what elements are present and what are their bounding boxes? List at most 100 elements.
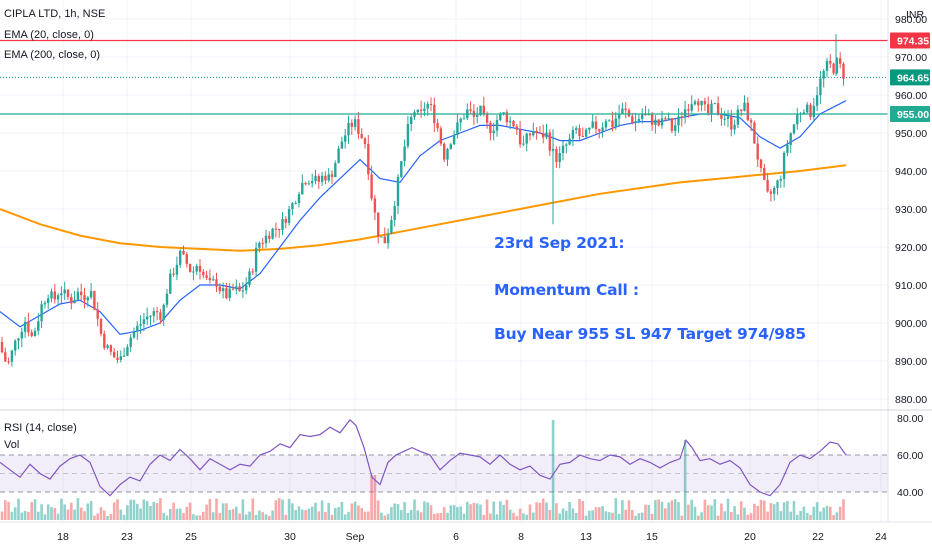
volume-bar	[99, 507, 103, 520]
ema20-legend[interactable]: EMA (20, close, 0)	[4, 29, 94, 41]
volume-bar	[367, 511, 370, 520]
time-tick-label: 30	[284, 531, 296, 543]
candle-body	[634, 121, 637, 123]
volume-bar	[53, 508, 57, 520]
volume-bar	[175, 508, 179, 520]
volume-bar	[489, 513, 492, 520]
volume-bar	[334, 507, 337, 520]
rsi-legend[interactable]: RSI (14, close)	[4, 422, 77, 434]
volume-bar	[687, 504, 690, 520]
candle-body	[146, 316, 149, 320]
volume-bar	[363, 511, 367, 520]
volume-bar	[802, 506, 806, 520]
candle-body	[601, 127, 604, 132]
candle-body	[396, 176, 400, 207]
candle-body	[654, 119, 657, 125]
candle-body	[386, 233, 390, 244]
candle-body	[588, 127, 591, 130]
volume-bar	[683, 440, 687, 520]
volume-bar	[842, 499, 845, 520]
volume-bars	[0, 420, 845, 520]
candle-body	[492, 130, 495, 134]
volume-bar	[805, 513, 809, 520]
volume-bar	[291, 503, 294, 520]
candle-body	[822, 70, 825, 79]
candle-body	[535, 130, 538, 133]
volume-bar	[122, 514, 126, 520]
candle-body	[122, 355, 126, 357]
volume-bar	[60, 498, 63, 520]
volume-bar	[304, 510, 307, 520]
candle-body	[753, 122, 756, 144]
candle-body	[129, 337, 132, 347]
candle-body	[66, 289, 70, 298]
volume-bar	[522, 513, 525, 520]
candle-body	[380, 236, 383, 238]
volume-bar	[149, 506, 152, 520]
candle-body	[819, 78, 822, 96]
candle-body	[301, 182, 304, 195]
candle-body	[584, 129, 588, 137]
volume-bar	[225, 503, 228, 520]
candle-body	[733, 124, 736, 130]
time-tick-label: 25	[185, 531, 197, 543]
volume-bar	[66, 509, 70, 520]
candle-body	[495, 120, 499, 131]
symbol-legend[interactable]: CIPLA LTD, 1h, NSE	[4, 8, 106, 20]
candle-body	[736, 109, 740, 125]
candle-body	[700, 100, 703, 106]
volume-bar	[73, 509, 76, 520]
candle-body	[578, 128, 581, 136]
price-tick-label: 930.00	[895, 204, 927, 216]
candle-body	[83, 295, 86, 301]
volume-bar	[172, 502, 175, 520]
candle-body	[37, 321, 40, 331]
ema200-legend[interactable]: EMA (200, close, 0)	[4, 49, 100, 61]
candle-body	[278, 228, 281, 231]
volume-bar	[264, 514, 268, 520]
vol-legend[interactable]: Vol	[4, 439, 20, 451]
volume-bar	[558, 513, 561, 520]
volume-bar	[627, 500, 631, 520]
candle-body	[208, 277, 212, 281]
volume-bar	[508, 509, 512, 520]
volume-bar	[142, 499, 146, 520]
volume-bar	[221, 503, 225, 520]
candle-body	[627, 110, 631, 117]
volume-bar	[535, 502, 538, 520]
candle-body	[43, 302, 47, 305]
volume-bar	[294, 510, 297, 520]
candle-body	[449, 144, 452, 149]
candle-body	[835, 58, 839, 74]
volume-bar	[0, 511, 4, 520]
candle-body	[723, 118, 726, 120]
volume-bar	[46, 504, 50, 520]
volume-bar	[838, 506, 842, 520]
price-tick-label: 970.00	[895, 52, 927, 64]
volume-bar	[70, 502, 73, 520]
candle-body	[248, 271, 251, 286]
candle-body	[0, 342, 4, 353]
candle-body	[370, 174, 373, 199]
candle-body	[462, 118, 466, 120]
price-axis[interactable]: 980.00 970.00 960.00 950.00 940.00 930.00 920.…	[895, 14, 927, 406]
volume-bar	[730, 512, 733, 520]
candle-body	[113, 351, 116, 358]
volume-bar	[568, 501, 571, 520]
volume-bar	[406, 512, 410, 520]
volume-bar	[178, 508, 182, 520]
time-axis[interactable]: 18 23 25 30 Sep 6 8 13 15 20 22 24	[57, 531, 887, 543]
volume-bar	[667, 502, 670, 520]
volume-bar	[287, 498, 291, 520]
volume-bar	[63, 504, 66, 520]
volume-bar	[380, 512, 383, 520]
candle-body	[829, 61, 832, 64]
price-tick-label: 910.00	[895, 280, 927, 292]
candle-body	[598, 129, 601, 132]
candle-body	[30, 332, 33, 337]
volume-bar	[782, 502, 786, 520]
candle-body	[426, 104, 429, 109]
rsi-axis[interactable]: 80.00 60.00 40.00	[897, 413, 923, 499]
volume-bar	[376, 500, 380, 520]
